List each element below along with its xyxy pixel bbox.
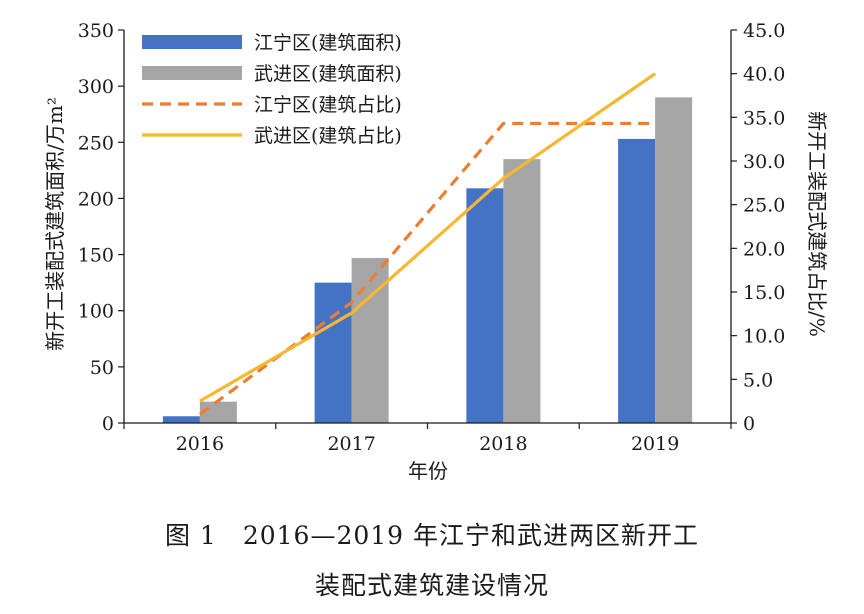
y-left-tick-label: 200: [78, 188, 114, 210]
legend-label: 武进区(建筑占比): [254, 125, 402, 147]
x-tick-label: 2016: [176, 433, 224, 455]
bar-武进区(建筑面积)-2018: [503, 159, 541, 423]
legend-swatch-江宁区(建筑面积): [142, 35, 242, 49]
bar-江宁区(建筑面积)-2018: [466, 188, 504, 423]
y-left-tick-label: 100: [78, 301, 114, 323]
series-line-江宁区(建筑占比): [198, 121, 656, 416]
chart: 0 50 100 150 200 250 300 350 0 5.0 10.0 15.0 20.0 25.…: [43, 20, 829, 483]
y-left-tick-label: 350: [78, 20, 114, 42]
series-line-武进区(建筑占比): [199, 72, 657, 403]
y-right-tick-label: 30.0: [743, 151, 785, 173]
figure-caption-line1: 图 1 2016—2019 年江宁和武进两区新开工: [164, 521, 700, 550]
y-right-tick-label: 0: [743, 413, 755, 435]
y-right-tick-label: 40.0: [743, 64, 785, 86]
legend-label: 江宁区(建筑占比): [254, 94, 402, 116]
y-left-tick-label: 300: [78, 76, 114, 98]
y-left-tick-label: 250: [78, 132, 114, 154]
x-tick-label: 2017: [327, 433, 375, 455]
y-left-tick-label: 50: [90, 357, 114, 379]
y-right-tick-label: 5.0: [743, 369, 773, 391]
y-right-tick-label: 45.0: [743, 20, 785, 42]
legend: 江宁区(建筑面积) 武进区(建筑面积) 江宁区(建筑占比) 武进区(建筑占比): [142, 32, 402, 147]
y-right-tick-label: 15.0: [743, 282, 785, 304]
bar-江宁区(建筑面积)-2017: [314, 282, 352, 423]
bar-江宁区(建筑面积)-2019: [618, 138, 656, 423]
series-lines: [198, 72, 657, 416]
legend-label: 武进区(建筑面积): [254, 63, 402, 85]
y-left-tick-label: 0: [102, 413, 114, 435]
y-right-tick-label: 25.0: [743, 195, 785, 217]
bar-武进区(建筑面积)-2019: [655, 97, 693, 423]
y-axis-left-label: 新开工装配式建筑面积/万m²: [43, 97, 67, 351]
tick-labels: 0 50 100 150 200 250 300 350 0 5.0 10.0 15.0 20.0 25.…: [78, 20, 786, 455]
bars: [162, 97, 693, 423]
figure-caption-line2: 装配式建筑建设情况: [314, 571, 549, 600]
y-left-tick-label: 150: [78, 245, 114, 267]
legend-swatch-武进区(建筑面积): [142, 66, 242, 80]
bar-武进区(建筑面积)-2016: [199, 401, 237, 423]
x-tick-label: 2019: [631, 433, 679, 455]
x-axis-label: 年份: [408, 459, 448, 483]
y-right-tick-label: 35.0: [743, 107, 785, 129]
y-right-tick-label: 10.0: [743, 326, 785, 348]
y-axis-right-label: 新开工装配式建筑占比/%: [805, 111, 829, 337]
y-right-tick-label: 20.0: [743, 238, 785, 260]
bar-江宁区(建筑面积)-2016: [162, 416, 200, 423]
bar-武进区(建筑面积)-2017: [351, 257, 389, 423]
axes: [118, 29, 737, 429]
legend-label: 江宁区(建筑面积): [254, 32, 402, 54]
x-tick-label: 2018: [479, 433, 527, 455]
